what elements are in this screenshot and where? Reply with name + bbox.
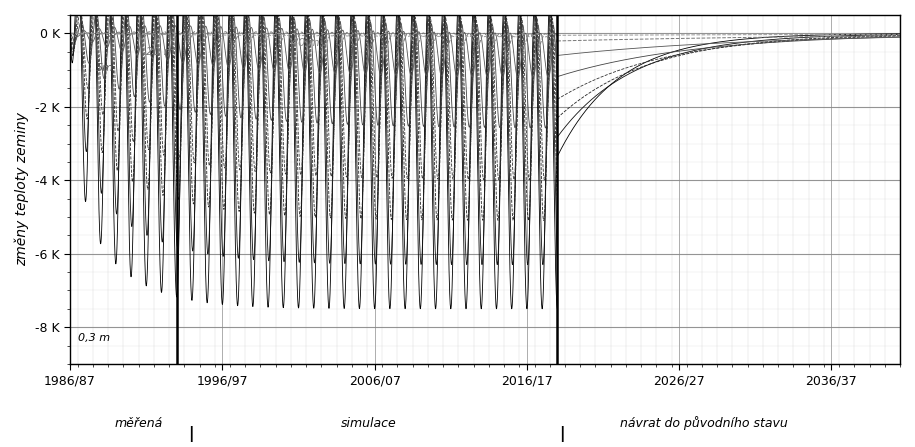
- Y-axis label: změny teploty zeminy: změny teploty zeminy: [15, 113, 29, 266]
- Text: měřená: měřená: [114, 417, 163, 430]
- Text: 5m: 5m: [96, 63, 114, 73]
- Text: |: |: [560, 426, 565, 442]
- Text: 20 m: 20 m: [146, 47, 175, 57]
- Text: 40 m: 40 m: [291, 38, 319, 48]
- Text: simulace: simulace: [341, 417, 397, 430]
- Text: návrat do původního stavu: návrat do původního stavu: [619, 416, 788, 430]
- Text: 0,3 m: 0,3 m: [78, 333, 110, 343]
- Text: |: |: [188, 426, 194, 442]
